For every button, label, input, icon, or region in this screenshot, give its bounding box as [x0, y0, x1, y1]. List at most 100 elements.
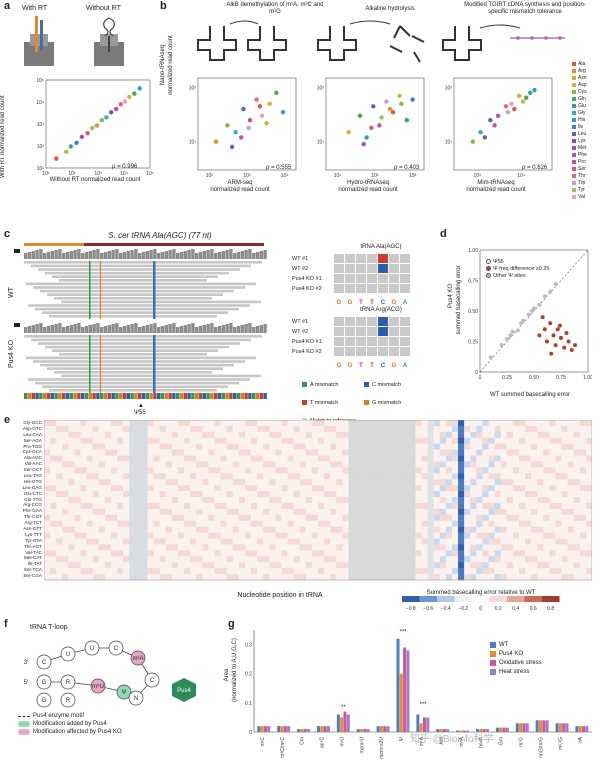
heatmap-cell: [458, 425, 465, 433]
legend-text: Asn: [578, 74, 587, 81]
legend-swatch: [572, 82, 576, 87]
heatmap-cell: [464, 425, 471, 433]
heatmap-cell: [439, 479, 447, 486]
heatmap-cell: [202, 431, 209, 438]
heatmap-cell: [348, 520, 355, 527]
heatmap-cell: [531, 437, 538, 444]
coverage-bar: [96, 323, 100, 333]
heatmap-cell: [287, 574, 294, 581]
heatmap-row-label: Arg-TCT: [24, 520, 42, 526]
heatmap-cell: [184, 461, 191, 468]
heatmap-cell: [476, 562, 483, 569]
heatmap-cell: [244, 425, 252, 433]
heatmap-cell: [104, 568, 112, 575]
heatmap-cell: [293, 467, 300, 474]
heatmap-cell: [214, 497, 221, 504]
read-row: [54, 371, 212, 374]
heatmap-cell: [232, 479, 240, 486]
heatmap-cell: [56, 514, 63, 521]
heatmap-cell: [92, 538, 99, 545]
heatmap-cell: [153, 520, 160, 527]
heatmap-cell: [50, 502, 57, 510]
grid-base-label: T: [359, 300, 363, 306]
heatmap-cell: [68, 420, 75, 427]
heatmap-cell: [378, 526, 386, 533]
heatmap-cell: [117, 455, 124, 462]
heatmap-cell: [531, 497, 538, 504]
heatmap-cell: [208, 431, 215, 438]
heatmap-cell: [257, 497, 264, 504]
heatmap-cell: [518, 455, 526, 462]
legend-swatch: [490, 650, 496, 657]
heatmap-cell: [451, 473, 459, 480]
d-legend-item: Ψ55: [486, 258, 549, 265]
heatmap-cell: [177, 502, 185, 510]
heatmap-cell: [244, 508, 252, 516]
heatmap-cell: [311, 556, 319, 563]
heatmap-cell: [518, 420, 526, 427]
heatmap-cell: [269, 455, 276, 462]
category-label: m⁶A: [459, 736, 465, 746]
heatmap-cell: [74, 508, 81, 516]
heatmap-cell: [184, 449, 191, 456]
heatmap-cell: [494, 550, 501, 557]
read-row: [45, 271, 229, 275]
heatmap-cell: [98, 467, 106, 474]
heatmap-cell: [433, 514, 440, 521]
heatmap-cell: [518, 520, 526, 527]
heatmap-cell: [336, 461, 343, 468]
heatmap-cell: [86, 461, 93, 468]
heatmap-cell: [427, 455, 434, 462]
heatmap-cell: [208, 538, 215, 545]
heatmap-cell: [549, 449, 556, 456]
heatmap-cell: [226, 467, 233, 474]
grid-cell: [356, 347, 366, 356]
heatmap-cell: [525, 502, 532, 510]
c-title: S. cer tRNA Ala(AGC) (77 nt): [108, 231, 212, 240]
heatmap-cell: [92, 550, 99, 557]
psi55-column: [153, 335, 156, 393]
coverage-bar: [153, 249, 157, 259]
heatmap-cell: [360, 437, 367, 444]
heatmap-cell: [129, 544, 136, 551]
heatmap-cell: [470, 526, 477, 533]
heatmap-cell: [104, 420, 112, 427]
heatmap-cell: [287, 437, 294, 444]
heatmap-cell: [269, 467, 276, 474]
heatmap-cell: [555, 431, 562, 438]
heatmap-cell: [549, 532, 556, 539]
heatmap-cell: [433, 526, 440, 533]
reference-base: [145, 393, 149, 399]
heatmap-cell: [384, 502, 392, 510]
x-tick-label: 0.25: [502, 375, 512, 381]
colorbar-segment: [472, 596, 490, 602]
grid-row-label: Pus4 KO #2: [292, 286, 322, 292]
heatmap-cell: [433, 550, 440, 557]
heatmap-cell: [80, 520, 87, 527]
heatmap-cell: [488, 532, 495, 539]
heatmap-cell: [482, 425, 489, 433]
heatmap-cell: [202, 556, 209, 563]
data-point: [527, 90, 533, 95]
heatmap-cell: [129, 538, 136, 545]
heatmap-cell: [579, 455, 587, 462]
heatmap-cell: [549, 502, 556, 510]
heatmap-cell: [482, 550, 489, 557]
heatmap-cell: [202, 514, 209, 521]
heatmap-cell: [177, 473, 185, 480]
heatmap-cell: [324, 562, 331, 569]
heatmap-cell: [518, 562, 526, 569]
heatmap-cell: [518, 574, 526, 581]
heatmap-cell: [238, 514, 246, 521]
nucleotide-label: Ψ: [121, 690, 126, 696]
legend-text: Ala: [578, 60, 586, 67]
heatmap-cell: [293, 485, 300, 492]
heatmap-cell: [184, 574, 191, 581]
heatmap-cell: [318, 431, 325, 438]
heatmap-cell: [129, 467, 136, 474]
heatmap-cell: [177, 479, 185, 486]
heatmap-cell: [531, 491, 538, 498]
heatmap-cell: [196, 556, 203, 563]
heatmap-cell: [214, 491, 221, 498]
heatmap-cell: [354, 467, 361, 474]
